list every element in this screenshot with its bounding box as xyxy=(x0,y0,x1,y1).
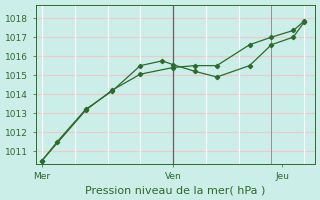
X-axis label: Pression niveau de la mer( hPa ): Pression niveau de la mer( hPa ) xyxy=(85,185,266,195)
